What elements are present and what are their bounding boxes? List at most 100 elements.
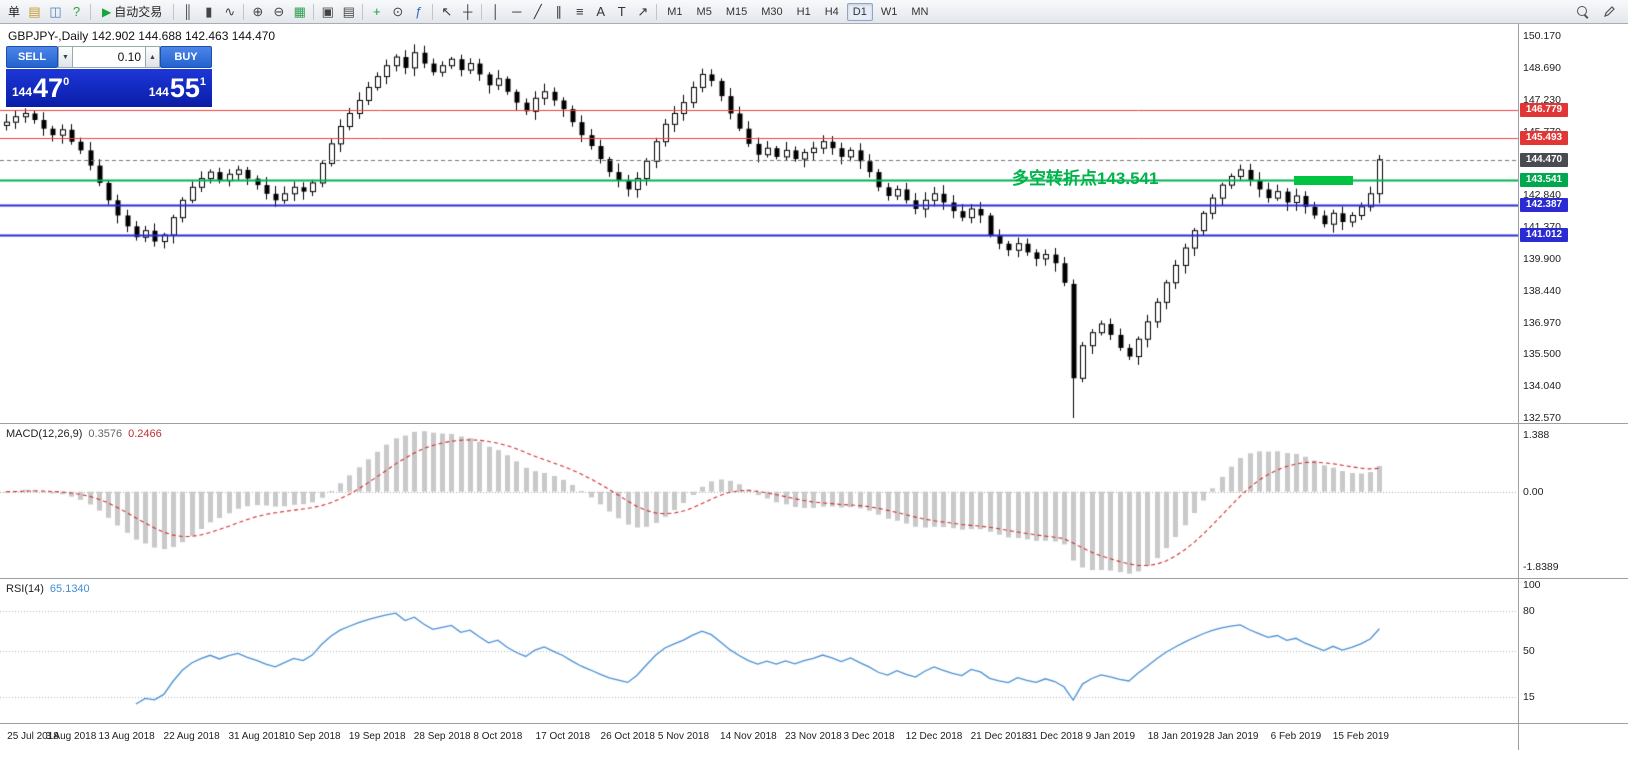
bar-chart-icon[interactable]: ║ (183, 4, 193, 19)
timeframe-mn[interactable]: MN (911, 5, 929, 18)
date-label: 31 Dec 2018 (1026, 731, 1083, 742)
highlight-rectangle-object[interactable] (1294, 175, 1354, 185)
date-label: 14 Nov 2018 (720, 731, 777, 742)
trade-prices-row: 144 47 0 144 55 1 (6, 69, 212, 107)
sell-button[interactable]: SELL (6, 46, 58, 68)
lot-increase-button[interactable]: ▲ (145, 46, 160, 68)
search-icon[interactable] (1572, 2, 1593, 21)
menu-fragment[interactable]: 单 (8, 5, 21, 19)
price-axis-label: 136.970 (1523, 316, 1561, 329)
timeframe-m30[interactable]: M30 (761, 5, 783, 18)
date-label: 12 Dec 2018 (905, 731, 963, 742)
toolbar-items: 单 ▤ ◫? ▶ 自动交易 ║ ▮ ∿ ⊕ ⊖ ▦ ▣ ▤ + ⊙ ƒ ↖ ┼ │ ─ ╱ ∥ ≡ A T ↗ M1 M5 M15 M30… (4, 0, 935, 23)
price-axis-label: 135.500 (1523, 348, 1561, 361)
cursor-icon[interactable]: ↖ (441, 4, 453, 19)
sell-price-display[interactable]: 144 47 0 (6, 69, 109, 107)
date-label: 3 Dec 2018 (843, 731, 895, 742)
arrows-icon[interactable]: ↗ (637, 4, 649, 19)
chart-window-icon[interactable]: ◫ (49, 4, 62, 19)
price-axis-label: 138.440 (1523, 284, 1561, 297)
timeframe-h1[interactable]: H1 (796, 5, 811, 18)
period-icon[interactable]: ⊙ (392, 4, 404, 19)
price-tag: 141.012 (1520, 227, 1568, 242)
macd-main-value: 0.3576 (88, 428, 123, 440)
timeframe-h4[interactable]: H4 (824, 5, 839, 18)
zoom-in-icon[interactable]: ⊕ (252, 4, 264, 19)
price-tag: 146.779 (1520, 102, 1568, 117)
macd-label: MACD(12,26,9) 0.3576 0.2466 (6, 428, 162, 440)
macd-name: MACD(12,26,9) (6, 428, 83, 440)
axis-separator-line (1518, 24, 1519, 750)
toolbar-separator (90, 3, 92, 20)
price-axis-label: 134.040 (1523, 380, 1561, 393)
help-icon[interactable]: ? (72, 4, 81, 19)
sell-price-point: 0 (63, 76, 70, 88)
date-label: 8 Oct 2018 (473, 731, 523, 742)
timeframe-m5[interactable]: M5 (696, 5, 712, 18)
cascade-windows-icon[interactable]: ▣ (321, 4, 334, 19)
candlestick-chart-icon[interactable]: ▮ (205, 4, 213, 19)
magnifier-glyph (1576, 5, 1589, 18)
buy-price-display[interactable]: 144 55 1 (109, 69, 212, 107)
new-order-icon[interactable]: ▤ (28, 4, 41, 19)
date-label: 23 Nov 2018 (785, 731, 842, 742)
crosshair-icon[interactable]: ┼ (463, 4, 473, 19)
price-axis-label: 148.690 (1523, 62, 1561, 75)
price-tag: 144.470 (1520, 152, 1568, 167)
toolbar-separator (362, 3, 364, 20)
pivot-annotation-text[interactable]: 多空转折点143.541 (1012, 169, 1159, 188)
price-tag: 142.387 (1520, 197, 1568, 212)
zoom-out-icon[interactable]: ⊖ (273, 4, 285, 19)
autotrading-play-icon: ▶ (102, 4, 112, 19)
rsi-axis-label: 80 (1523, 605, 1535, 618)
toolbar-separator (481, 3, 483, 20)
buy-price-big: 144 (148, 85, 169, 99)
price-axis-label: 150.170 (1523, 30, 1561, 42)
indicators-icon[interactable]: ƒ (415, 4, 423, 19)
autotrading-button[interactable]: ▶ 自动交易 (96, 2, 168, 21)
date-label: 31 Aug 2018 (228, 731, 285, 742)
date-label: 19 Sep 2018 (348, 731, 406, 742)
text-label-icon[interactable]: T (617, 4, 626, 19)
rsi-axis-label: 100 (1523, 579, 1541, 591)
buy-button[interactable]: BUY (160, 46, 212, 68)
new-chart-icon[interactable]: + (372, 4, 381, 19)
tile-windows-icon[interactable]: ▦ (293, 4, 306, 19)
horizontal-line-icon[interactable]: ─ (512, 4, 522, 19)
price-tag: 143.541 (1520, 172, 1568, 187)
macd-panel: MACD(12,26,9) 0.3576 0.2466 1.388 0.00 -1.83… (0, 424, 1628, 579)
vertical-line-icon[interactable]: │ (491, 4, 500, 19)
sell-price-pips: 47 (33, 72, 64, 103)
trade-controls-row: SELL ▼ ▲ BUY (6, 46, 212, 68)
rsi-chart[interactable] (0, 579, 1518, 723)
price-axis-label: 139.900 (1523, 252, 1561, 265)
timeframe-m1[interactable]: M1 (667, 5, 683, 18)
edit-pencil-icon[interactable] (1599, 2, 1620, 21)
candlestick-chart[interactable] (0, 24, 1518, 423)
date-label: 17 Oct 2018 (535, 731, 591, 742)
fibonacci-icon[interactable]: ≡ (575, 4, 584, 19)
toolbar-separator (313, 3, 315, 20)
timeframe-m15[interactable]: M15 (725, 5, 748, 18)
lot-size-input[interactable] (73, 46, 145, 68)
date-label: 26 Oct 2018 (600, 731, 655, 742)
date-label: 5 Nov 2018 (657, 731, 710, 742)
price-chart-panel: GBPJPY-,Daily 142.902 144.688 142.463 14… (0, 24, 1628, 424)
buy-price-pips: 55 (169, 72, 200, 103)
lot-dropdown-button[interactable]: ▼ (58, 46, 73, 68)
rsi-panel: RSI(14) 65.1340 100 80 50 15 (0, 579, 1628, 724)
toolbar: 单 ▤ ◫? ▶ 自动交易 ║ ▮ ∿ ⊕ ⊖ ▦ ▣ ▤ + ⊙ ƒ ↖ ┼ │ ─ ╱ ∥ ≡ A T ↗ M1 M5 M15 M30… (0, 0, 1628, 24)
text-icon[interactable]: A (596, 4, 606, 19)
macd-signal-value: 0.2466 (128, 428, 162, 440)
trendline-icon[interactable]: ╱ (533, 4, 542, 19)
timeframe-d1[interactable]: D1 (846, 2, 873, 21)
date-label: 3 Aug 2018 (45, 731, 97, 742)
line-chart-icon[interactable]: ∿ (224, 4, 236, 19)
date-label: 6 Feb 2019 (1270, 731, 1322, 742)
timeframe-w1[interactable]: W1 (880, 5, 898, 18)
macd-chart[interactable] (0, 424, 1518, 578)
channel-icon[interactable]: ∥ (555, 4, 563, 19)
tile-horizontal-icon[interactable]: ▤ (342, 4, 355, 19)
toolbar-separator (656, 3, 658, 20)
